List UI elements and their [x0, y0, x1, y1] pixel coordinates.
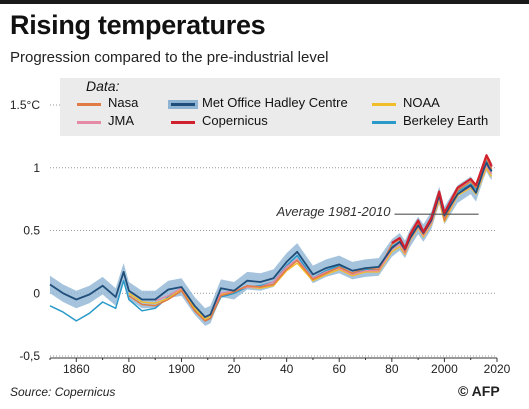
y-tick-label: -0,5	[19, 349, 40, 363]
legend-swatch	[171, 103, 195, 106]
afp-credit: © AFP	[458, 383, 500, 399]
legend-label: Nasa	[108, 95, 139, 110]
average-label: Average 1981-2010	[275, 204, 391, 219]
series-line-copernicus	[391, 154, 493, 250]
top-rule	[0, 0, 529, 4]
x-tick-label: 2020	[484, 362, 511, 376]
legend-swatch	[171, 121, 195, 124]
series-line-nasa	[128, 156, 493, 322]
legend-label: Met Office Hadley Centre	[202, 95, 348, 110]
legend-label: JMA	[108, 113, 134, 128]
x-tick-label: 1860	[63, 362, 90, 376]
legend-swatch	[372, 103, 396, 106]
series-line-met-office-hadley-centre	[49, 161, 493, 318]
x-axis: 1860 80 1900 20 40 60 80 2000 2020	[49, 357, 511, 376]
band-met-office-hadley-centre	[50, 153, 492, 326]
x-tick-label: 1900	[168, 362, 195, 376]
source-note: Source: Copernicus	[10, 385, 116, 399]
legend-title: Data:	[86, 78, 120, 94]
legend-label: NOAA	[403, 95, 440, 110]
uncertainty-bands	[50, 153, 492, 326]
y-tick-labels: -0,5 0 0.5 1 1.5°C	[10, 98, 40, 363]
legend	[60, 78, 500, 136]
page-title: Rising temperatures	[10, 10, 266, 40]
x-tick-label: 80	[122, 362, 136, 376]
x-tick-label: 40	[280, 362, 294, 376]
y-tick-label: 0.5	[23, 224, 40, 238]
y-tick-label: 1.5°C	[10, 98, 40, 112]
x-tick-label: 60	[333, 362, 347, 376]
legend-swatch	[372, 121, 396, 124]
series-lines	[49, 154, 493, 322]
y-tick-label: 1	[33, 161, 40, 175]
legend-swatch	[77, 121, 101, 124]
x-tick-label: 2000	[431, 362, 458, 376]
average-annotation: Average 1981-2010	[275, 204, 479, 219]
x-tick-label: 20	[227, 362, 241, 376]
series-line-jma	[154, 164, 493, 318]
legend-swatch	[77, 103, 101, 106]
legend-label: Copernicus	[202, 113, 268, 128]
x-tick-label: 80	[385, 362, 399, 376]
chart-subtitle: Progression compared to the pre-industri…	[10, 49, 329, 66]
legend-label: Berkeley Earth	[403, 113, 489, 128]
y-tick-label: 0	[33, 286, 40, 300]
